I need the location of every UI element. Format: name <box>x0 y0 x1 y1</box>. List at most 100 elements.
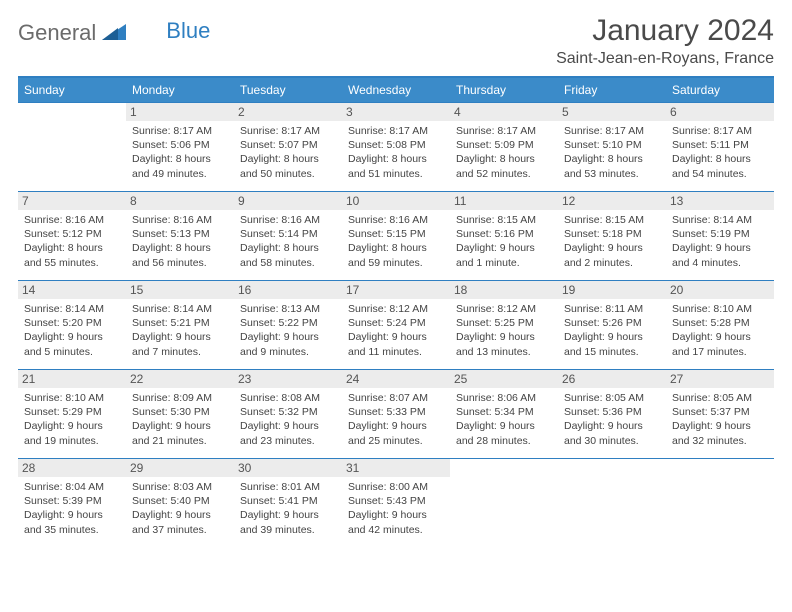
day-sr: Sunrise: 8:16 AM <box>348 213 444 227</box>
day-cell: 19Sunrise: 8:11 AMSunset: 5:26 PMDayligh… <box>558 281 666 369</box>
day-d2: and 5 minutes. <box>24 345 120 359</box>
day-sr: Sunrise: 8:08 AM <box>240 391 336 405</box>
day-d1: Daylight: 8 hours <box>348 152 444 166</box>
day-number: 15 <box>126 281 234 299</box>
day-ss: Sunset: 5:20 PM <box>24 316 120 330</box>
day-cell: 14Sunrise: 8:14 AMSunset: 5:20 PMDayligh… <box>18 281 126 369</box>
logo-text-general: General <box>18 20 96 46</box>
day-cell: 31Sunrise: 8:00 AMSunset: 5:43 PMDayligh… <box>342 459 450 547</box>
day-ss: Sunset: 5:06 PM <box>132 138 228 152</box>
day-cell: 2Sunrise: 8:17 AMSunset: 5:07 PMDaylight… <box>234 103 342 191</box>
day-sr: Sunrise: 8:17 AM <box>456 124 552 138</box>
location-label: Saint-Jean-en-Royans, France <box>556 50 774 68</box>
day-d1: Daylight: 9 hours <box>132 508 228 522</box>
day-sr: Sunrise: 8:15 AM <box>564 213 660 227</box>
day-d2: and 35 minutes. <box>24 523 120 537</box>
day-d2: and 59 minutes. <box>348 256 444 270</box>
day-sr: Sunrise: 8:12 AM <box>456 302 552 316</box>
day-d2: and 52 minutes. <box>456 167 552 181</box>
weeks-container: 1 Sunrise: 8:17 AM Sunset: 5:06 PM Daylight… <box>18 102 774 547</box>
day-number: 26 <box>558 370 666 388</box>
week-row: 14 Sunrise: 8:14 AM Sunset: 5:20 PM Dayligh… <box>18 280 774 369</box>
day-d2: and 4 minutes. <box>672 256 768 270</box>
day-number: 10 <box>342 192 450 210</box>
day-ss: Sunset: 5:40 PM <box>132 494 228 508</box>
day-d1: Daylight: 8 hours <box>24 241 120 255</box>
day-ss: Sunset: 5:18 PM <box>564 227 660 241</box>
day-d1: Daylight: 9 hours <box>240 508 336 522</box>
week-row: 28Sunrise: 8:04 AMSunset: 5:39 PMDayligh… <box>18 458 774 547</box>
day-d2: and 42 minutes. <box>348 523 444 537</box>
day-cell: 5Sunrise: 8:17 AMSunset: 5:10 PMDaylight… <box>558 103 666 191</box>
day-d2: and 32 minutes. <box>672 434 768 448</box>
day-number: 2 <box>234 103 342 121</box>
day-number: 14 <box>18 281 126 299</box>
day-number: 24 <box>342 370 450 388</box>
page: General Blue January 2024 Saint-Jean-en-… <box>0 0 792 561</box>
day-d2: and 1 minute. <box>456 256 552 270</box>
day-cell: 17Sunrise: 8:12 AMSunset: 5:24 PMDayligh… <box>342 281 450 369</box>
day-d2: and 11 minutes. <box>348 345 444 359</box>
day-d2: and 55 minutes. <box>24 256 120 270</box>
day-d1: Daylight: 9 hours <box>672 241 768 255</box>
day-number: 12 <box>558 192 666 210</box>
day-d2: and 23 minutes. <box>240 434 336 448</box>
day-ss: Sunset: 5:30 PM <box>132 405 228 419</box>
day-ss: Sunset: 5:25 PM <box>456 316 552 330</box>
day-d1: Daylight: 8 hours <box>672 152 768 166</box>
day-cell: 4 Sunrise: 8:17 AMSunset: 5:09 PMDaylight… <box>450 103 558 191</box>
day-d2: and 39 minutes. <box>240 523 336 537</box>
day-ss: Sunset: 5:21 PM <box>132 316 228 330</box>
day-cell: 24Sunrise: 8:07 AMSunset: 5:33 PMDayligh… <box>342 370 450 458</box>
day-cell <box>18 103 126 191</box>
day-number: 6 <box>666 103 774 121</box>
day-sr: Sunrise: 8:10 AM <box>672 302 768 316</box>
logo-text-blue: Blue <box>166 18 210 44</box>
day-ss: Sunset: 5:09 PM <box>456 138 552 152</box>
day-sr: Sunrise: 8:14 AM <box>132 302 228 316</box>
day-d1: Daylight: 9 hours <box>564 419 660 433</box>
day-d1: Daylight: 9 hours <box>24 508 120 522</box>
day-d2: and 2 minutes. <box>564 256 660 270</box>
day-number: 13 <box>666 192 774 210</box>
day-cell: 8Sunrise: 8:16 AMSunset: 5:13 PMDaylight… <box>126 192 234 280</box>
day-d1: Daylight: 8 hours <box>240 152 336 166</box>
day-ss: Sunset: 5:32 PM <box>240 405 336 419</box>
day-sr: Sunrise: 8:10 AM <box>24 391 120 405</box>
day-sr: Sunrise: 8:00 AM <box>348 480 444 494</box>
day-d1: Daylight: 9 hours <box>132 330 228 344</box>
day-ss: Sunset: 5:24 PM <box>348 316 444 330</box>
day-d2: and 37 minutes. <box>132 523 228 537</box>
day-cell: 23Sunrise: 8:08 AMSunset: 5:32 PMDayligh… <box>234 370 342 458</box>
day-cell: 13Sunrise: 8:14 AMSunset: 5:19 PMDayligh… <box>666 192 774 280</box>
day-d2: and 17 minutes. <box>672 345 768 359</box>
day-cell: 27Sunrise: 8:05 AMSunset: 5:37 PMDayligh… <box>666 370 774 458</box>
month-title: January 2024 <box>556 14 774 48</box>
day-number: 11 <box>450 192 558 210</box>
day-sr: Sunrise: 8:07 AM <box>348 391 444 405</box>
day-d2: and 51 minutes. <box>348 167 444 181</box>
day-cell: 26Sunrise: 8:05 AMSunset: 5:36 PMDayligh… <box>558 370 666 458</box>
day-number: 7 <box>18 192 126 210</box>
day-d2: and 28 minutes. <box>456 434 552 448</box>
day-d1: Daylight: 9 hours <box>456 241 552 255</box>
day-sr: Sunrise: 8:09 AM <box>132 391 228 405</box>
day-number: 25 <box>450 370 558 388</box>
day-d1: Daylight: 8 hours <box>456 152 552 166</box>
weekday-tuesday: Tuesday <box>234 78 342 102</box>
day-ss: Sunset: 5:39 PM <box>24 494 120 508</box>
day-sr: Sunrise: 8:16 AM <box>240 213 336 227</box>
day-number: 4 <box>450 103 558 121</box>
day-number: 23 <box>234 370 342 388</box>
day-d1: Daylight: 9 hours <box>348 330 444 344</box>
day-sr: Sunrise: 8:05 AM <box>564 391 660 405</box>
day-ss: Sunset: 5:41 PM <box>240 494 336 508</box>
day-ss: Sunset: 5:26 PM <box>564 316 660 330</box>
logo: General Blue <box>18 14 210 46</box>
weekday-sunday: Sunday <box>18 78 126 102</box>
day-ss: Sunset: 5:29 PM <box>24 405 120 419</box>
day-ss: Sunset: 5:07 PM <box>240 138 336 152</box>
day-d2: and 54 minutes. <box>672 167 768 181</box>
day-sr: Sunrise: 8:05 AM <box>672 391 768 405</box>
day-number: 1 <box>126 103 234 121</box>
